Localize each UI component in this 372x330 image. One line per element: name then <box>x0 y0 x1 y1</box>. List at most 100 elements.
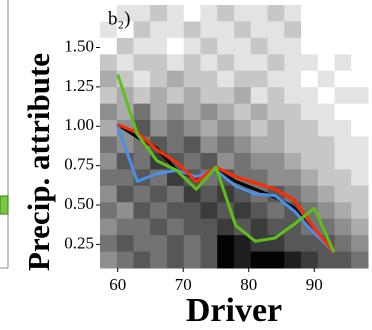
heatmap-cell <box>167 37 185 55</box>
y-tick-label: 1.25 <box>64 76 94 95</box>
heatmap-cell <box>334 251 352 269</box>
heatmap-cell <box>267 218 285 236</box>
heatmap-cell <box>100 152 118 170</box>
heatmap-cell <box>284 37 302 55</box>
heatmap-cell <box>334 5 352 22</box>
heatmap-cell <box>284 136 302 154</box>
heatmap-cell <box>250 152 268 170</box>
heatmap-cell <box>183 21 201 39</box>
heatmap-cell <box>351 235 369 253</box>
heatmap-cell <box>317 169 335 187</box>
heatmap-cell <box>351 251 369 269</box>
heatmap-cell <box>100 37 118 55</box>
y-tick-label: 0.25 <box>64 233 94 252</box>
heatmap-cell <box>150 87 168 105</box>
heatmap-cell <box>150 5 168 22</box>
heatmap-cell <box>267 120 285 137</box>
heatmap-cell <box>133 5 151 22</box>
heatmap-cell <box>150 37 168 55</box>
heatmap-cell <box>183 5 201 22</box>
heatmap-cell <box>301 136 319 154</box>
heatmap-cell <box>200 21 218 39</box>
heatmap-cell <box>150 251 168 269</box>
heatmap-cell <box>100 218 118 236</box>
y-tick-label: 0.50 <box>64 194 94 213</box>
heatmap-cell <box>217 136 235 154</box>
heatmap-cell <box>150 218 168 236</box>
heatmap-cell <box>200 152 218 170</box>
heatmap-cell <box>301 120 319 137</box>
heatmap-cell <box>250 235 268 253</box>
heatmap-cell <box>334 235 352 253</box>
heatmap-cell <box>116 5 134 22</box>
heatmap-cell <box>250 218 268 236</box>
heatmap-cell <box>250 37 268 55</box>
heatmap-cell <box>150 54 168 72</box>
heatmap-cell <box>200 136 218 154</box>
heatmap-cell <box>234 54 252 72</box>
plot-area <box>100 5 369 269</box>
heatmap-cell <box>116 185 134 203</box>
heatmap-cell <box>334 70 352 88</box>
heatmap-cell <box>167 21 185 39</box>
heatmap-cell <box>351 5 369 22</box>
heatmap-cell <box>284 103 302 121</box>
heatmap-cell <box>150 235 168 253</box>
heatmap-cell <box>250 136 268 154</box>
heatmap-cell <box>267 21 285 39</box>
heatmap-cell <box>250 103 268 121</box>
heatmap-cell <box>116 235 134 253</box>
heatmap-cell <box>250 70 268 88</box>
heatmap-cell <box>351 152 369 170</box>
heatmap-cell <box>200 37 218 55</box>
heatmap-cell <box>200 185 218 203</box>
heatmap-cell <box>267 103 285 121</box>
heatmap-cell <box>301 185 319 203</box>
legend-swatch <box>0 195 9 215</box>
heatmap-cell <box>167 5 185 22</box>
heatmap-cell <box>183 54 201 72</box>
heatmap-cell <box>267 70 285 88</box>
heatmap-cell <box>133 202 151 220</box>
heatmap-cell <box>234 235 252 253</box>
heatmap-cell <box>167 136 185 154</box>
heatmap-cell <box>167 70 185 88</box>
heatmap-cell <box>301 152 319 170</box>
heatmap-cell <box>301 169 319 187</box>
heatmap-cell <box>284 54 302 72</box>
heatmap-cell <box>334 185 352 203</box>
heatmap-cell <box>183 235 201 253</box>
heatmap-cell <box>284 70 302 88</box>
heatmap-cell <box>183 103 201 121</box>
heatmap-cell <box>351 185 369 203</box>
heatmap-cell <box>100 136 118 154</box>
cropped-neighbor-panel <box>0 0 9 269</box>
heatmap-cell <box>317 103 335 121</box>
x-axis-label: Driver <box>186 292 282 329</box>
heatmap-cell <box>284 21 302 39</box>
heatmap-cell <box>200 70 218 88</box>
heatmap-cell <box>317 120 335 137</box>
heatmap-cell <box>100 169 118 187</box>
heatmap-cell <box>234 120 252 137</box>
heatmap-cell <box>267 54 285 72</box>
heatmap-cell <box>100 235 118 253</box>
heatmap-cell <box>317 21 335 39</box>
heatmap-cell <box>167 235 185 253</box>
heatmap-cell <box>234 251 252 269</box>
heatmap-cell <box>183 37 201 55</box>
heatmap-cell <box>284 5 302 22</box>
heatmap-cell <box>100 251 118 269</box>
heatmap-cell <box>267 37 285 55</box>
heatmap-cell <box>150 103 168 121</box>
heatmap-cell <box>217 235 235 253</box>
heatmap-cell <box>167 87 185 105</box>
x-tick-label: 80 <box>240 275 257 294</box>
heatmap-cell <box>200 5 218 22</box>
heatmap-cell <box>284 169 302 187</box>
heatmap-cell <box>217 251 235 269</box>
heatmap-cell <box>133 251 151 269</box>
heatmap-cell <box>133 87 151 105</box>
heatmap-cell <box>250 54 268 72</box>
heatmap-cell <box>334 87 352 105</box>
